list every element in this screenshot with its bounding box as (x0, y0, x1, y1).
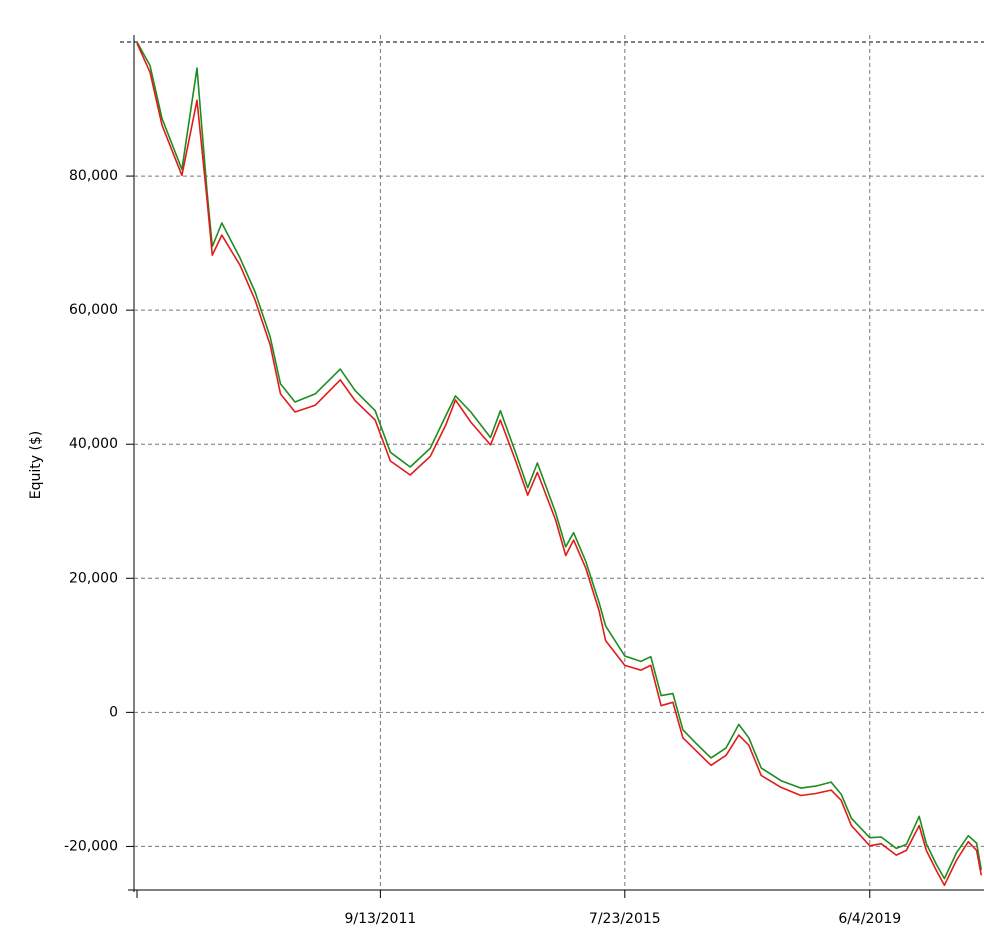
x-tick-label: 6/4/2019 (838, 911, 901, 927)
y-tick-label: 60,000 (69, 302, 118, 318)
y-tick-label: 0 (109, 704, 118, 720)
equity-line (136, 42, 983, 887)
y-tick-label: 40,000 (69, 436, 118, 452)
y-tick-label: -20,000 (64, 838, 118, 854)
x-tick-label: 7/23/2015 (589, 911, 661, 927)
y-axis-title: Equity ($) (28, 431, 44, 500)
equity-line (136, 41, 983, 880)
y-tick-label: 20,000 (69, 570, 118, 586)
x-tick-label: 9/13/2011 (344, 911, 416, 927)
y-tick-label: 80,000 (69, 168, 118, 184)
